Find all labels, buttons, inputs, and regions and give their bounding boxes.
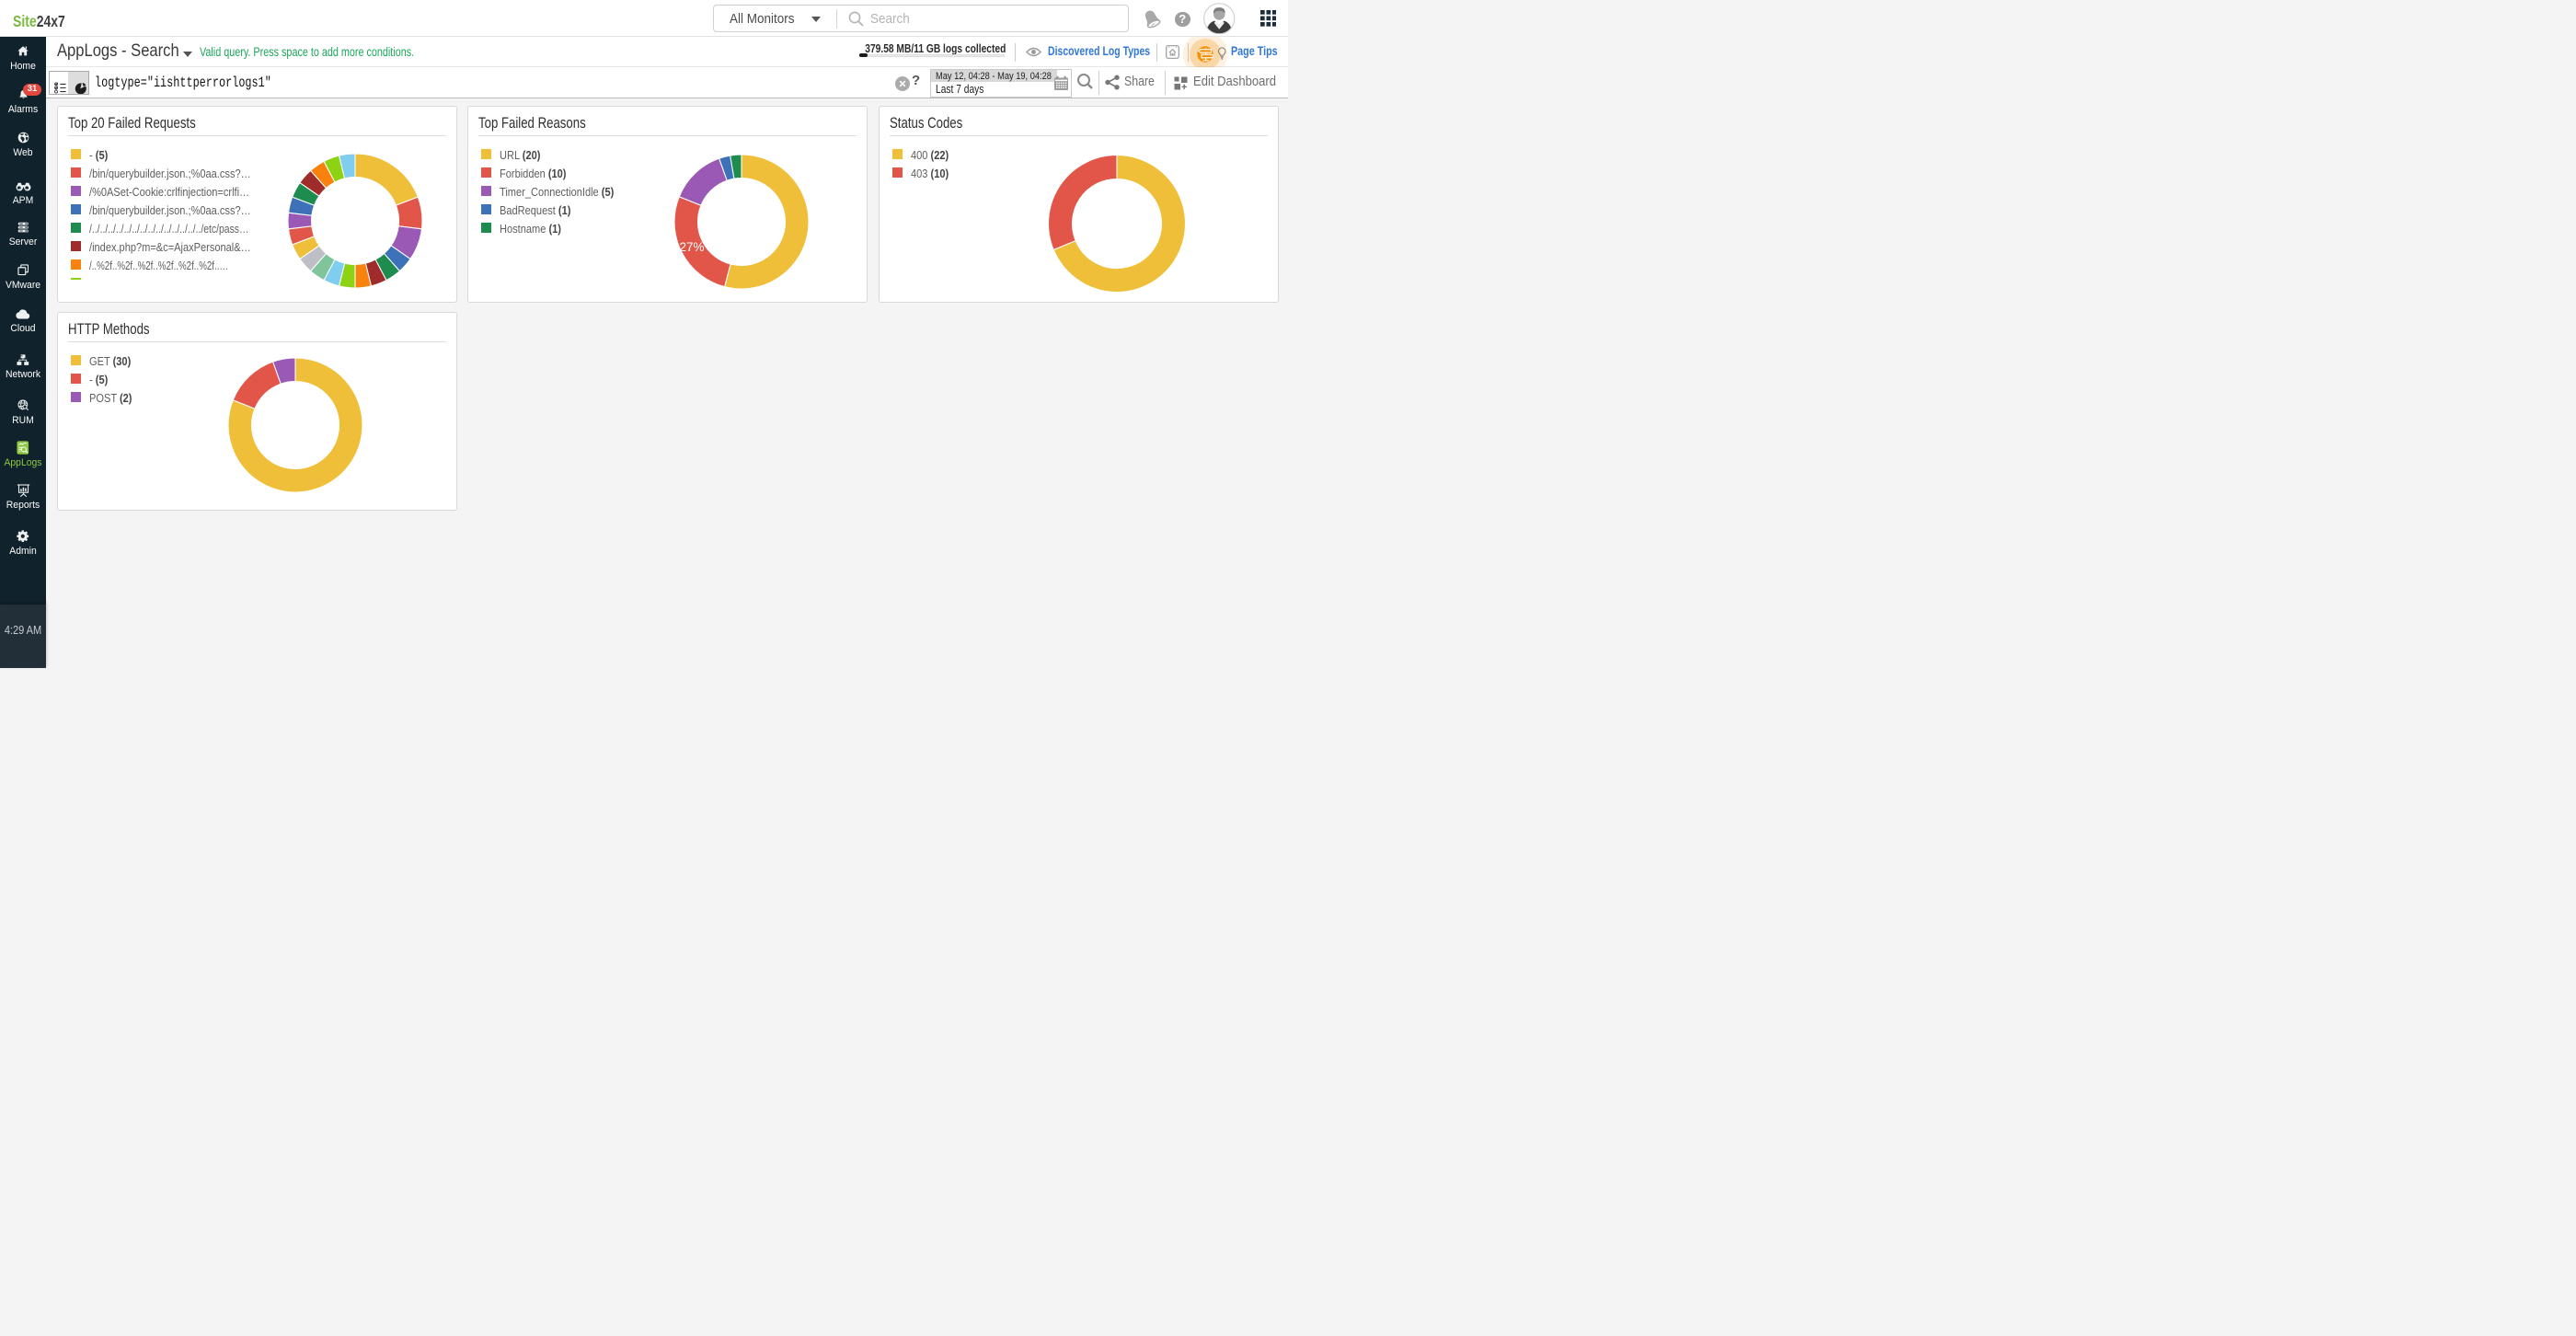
- svg-text:27%: 27%: [680, 240, 705, 254]
